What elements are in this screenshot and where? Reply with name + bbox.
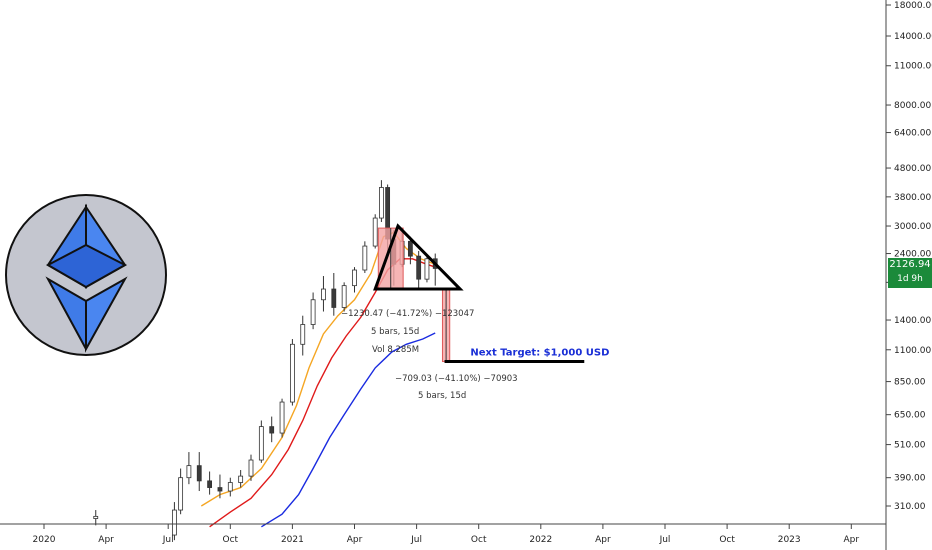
candle-body [362,245,368,271]
x-tick-label: 2020 [33,535,56,545]
candle-body [310,299,316,325]
y-tick-label: 11000.00 [894,62,932,72]
candle-body [258,426,264,461]
candle [379,180,384,222]
x-tick-label: Jul [410,535,422,545]
candle [289,339,295,406]
candle [372,214,378,249]
candle [300,315,306,356]
x-tick-label: Apr [347,535,363,545]
x-tick-label: Apr [595,535,611,545]
candle-body [269,426,275,434]
candle [207,471,213,495]
y-tick-label: 850.00 [894,378,926,388]
candle [407,236,413,265]
y-tick-label: 8000.00 [894,101,931,111]
candle [279,398,285,438]
candle [331,272,337,316]
candle-body [238,475,244,483]
candle-body [424,258,430,280]
ma-slow-line [261,332,436,528]
candle [362,241,368,273]
target-label: Next Target: $1,000 USD [470,348,609,359]
candle [227,477,233,497]
x-tick-label: Oct [223,535,239,545]
candle-timer: 1d 9h [897,274,923,284]
y-tick-label: 1100.00 [894,346,931,356]
y-tick-label: 1400.00 [894,316,931,326]
candle-body [352,269,357,287]
candle [93,510,99,526]
candle-body [217,487,223,492]
x-tick-label: Oct [471,535,487,545]
candle [341,282,347,312]
candle-body [207,480,213,488]
logo-lower-right [85,276,128,353]
candle [217,474,223,499]
x-tick-label: Apr [844,535,860,545]
candle-body [196,465,202,482]
candle-body [172,509,177,536]
candle-body [300,324,306,345]
candle-body [178,477,184,511]
current-price-badge: 2126.94 1d 9h [888,258,932,288]
candle [178,468,184,515]
candle [248,454,254,481]
candle-body [93,515,99,519]
candle-body [341,285,347,308]
candle [238,470,244,488]
y-tick-label: 650.00 [894,411,926,421]
x-tick-label: 2022 [529,535,552,545]
y-tick-label: 310.00 [894,502,926,512]
candle-body [372,217,378,247]
measure1-sub: 5 bars, 15d [371,327,419,337]
triangle-pattern [373,223,464,291]
ma-mid-line [209,258,436,528]
candle [196,452,202,492]
candle-body [186,465,192,479]
measure2-sub: 5 bars, 15d [418,391,466,401]
candle-body [416,255,422,280]
logo-middle [45,243,128,289]
candle [424,256,430,283]
candle [172,502,177,541]
x-tick-label: Jul [659,535,671,545]
measure1-label: −1230.47 (−41.72%) −123047 [341,309,474,319]
y-tick-label: 4800.00 [894,164,931,174]
candle-body [227,482,233,492]
candle [186,452,192,485]
candle-body [379,187,384,219]
y-tick-label: 3800.00 [894,193,931,203]
volume-label: Vol 8.285M [372,345,419,355]
current-price-value: 2126.94 [889,259,931,270]
candle [352,267,357,293]
y-tick-label: 18000.00 [894,1,932,11]
measure2-label: −709.03 (−41.10%) −70903 [395,374,518,384]
candle-body [289,343,295,403]
y-tick-label: 6400.00 [894,129,931,139]
x-tick-label: Oct [719,535,735,545]
y-tick-label: 2400.00 [894,250,931,260]
candle-body [331,288,337,308]
candle [432,253,438,286]
candle-body [279,401,285,434]
candle-body [321,288,326,301]
candle-body [407,240,413,257]
ethereum-logo [5,194,167,356]
x-tick-label: Jul [162,535,174,545]
y-tick-label: 510.00 [894,441,926,451]
y-tick-label: 3000.00 [894,222,931,232]
candle [258,420,264,463]
y-tick-label: 390.00 [894,474,926,484]
candle-body [248,459,254,477]
x-tick-label: 2023 [778,535,801,545]
x-tick-label: Apr [98,535,114,545]
y-tick-label: 14000.00 [894,32,932,42]
x-tick-label: 2021 [281,535,304,545]
candle [416,250,422,290]
candle [321,276,326,312]
candle [310,292,316,330]
candle [269,416,275,443]
